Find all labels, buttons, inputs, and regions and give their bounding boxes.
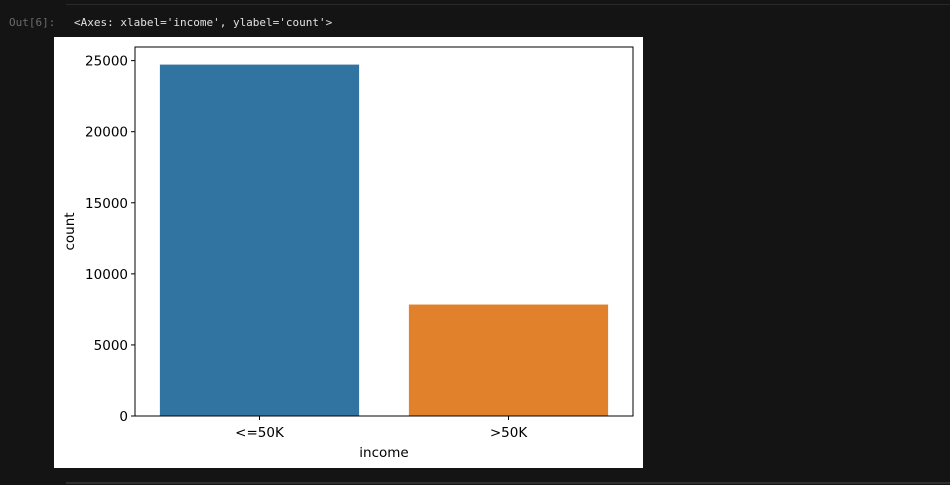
x-axis-label: income — [359, 445, 408, 461]
y-tick-label: 0 — [119, 409, 128, 425]
x-tick-label: <=50K — [235, 425, 285, 441]
y-tick-label: 10000 — [85, 267, 128, 283]
output-prompt: Out[6]: — [9, 16, 56, 29]
plot-frame — [134, 46, 634, 417]
bars-layer — [159, 64, 609, 416]
chart-figure: 0 5000 10000 15000 20000 25000 <=50K >50K inco… — [54, 37, 643, 468]
x-tick-label: >50K — [490, 425, 528, 441]
bar-1 — [159, 64, 360, 416]
y-tick-label: 20000 — [85, 125, 128, 141]
bar-2 — [408, 304, 609, 416]
y-tick-label: 5000 — [94, 338, 128, 354]
y-tick-label: 15000 — [85, 196, 128, 212]
y-axis: 0 5000 10000 15000 20000 25000 — [85, 54, 135, 425]
x-axis: <=50K >50K — [235, 416, 528, 441]
output-repr-text: <Axes: xlabel='income', ylabel='count'> — [74, 16, 333, 29]
cell-divider-top — [66, 4, 950, 5]
cell-divider-bottom — [66, 482, 950, 484]
y-axis-label: count — [62, 212, 78, 250]
y-tick-label: 25000 — [85, 54, 128, 70]
bar-chart: 0 5000 10000 15000 20000 25000 <=50K >50K inco… — [62, 46, 634, 461]
